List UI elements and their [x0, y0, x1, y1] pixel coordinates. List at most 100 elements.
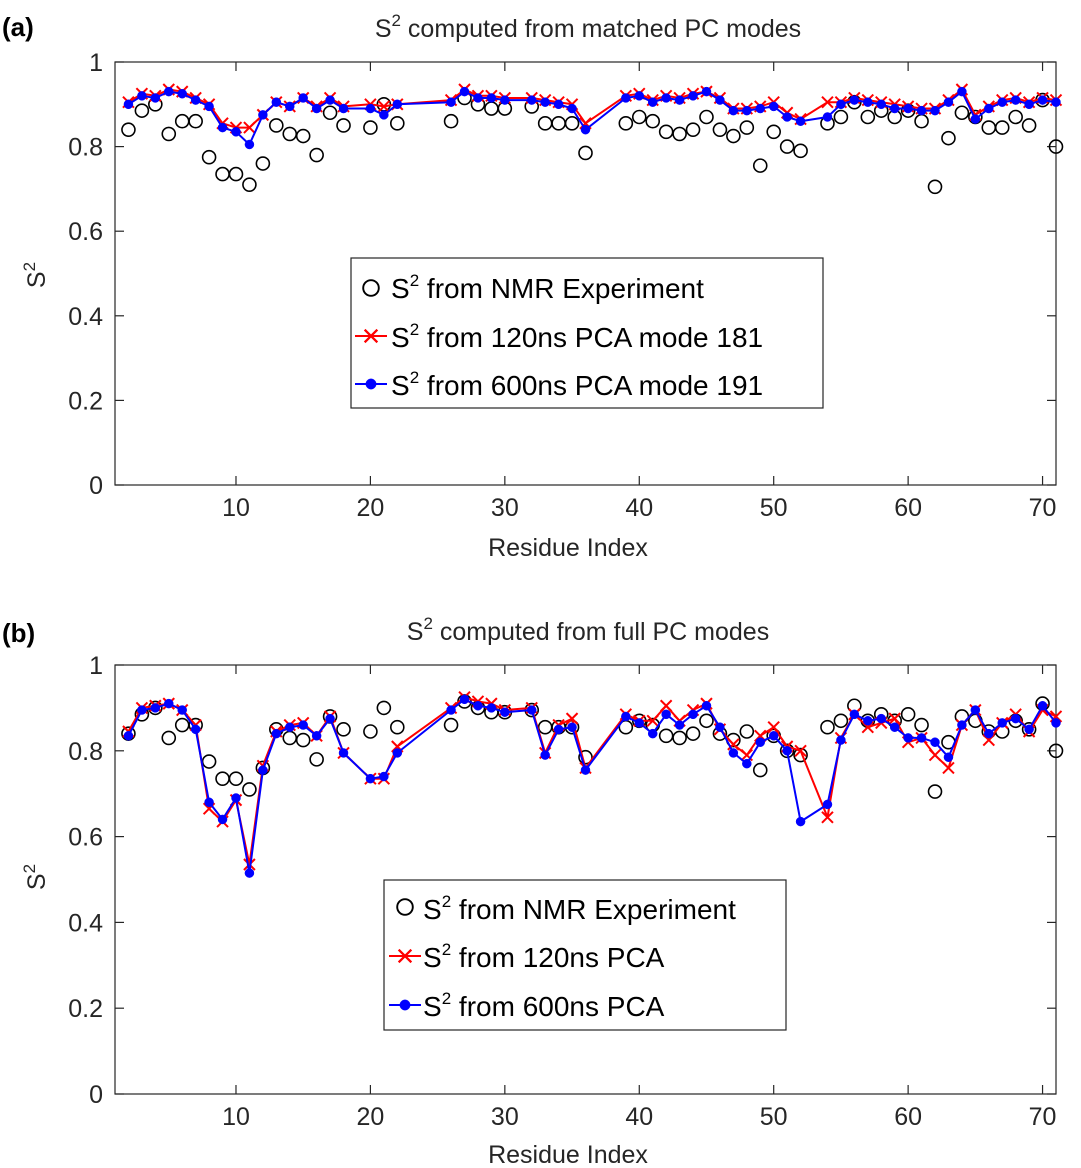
- panel-a-nmr-point: [309, 147, 324, 163]
- panel-b-nmr-point: [148, 700, 163, 716]
- panel-a-600ns-point: [500, 95, 510, 105]
- panel-b-600ns-point: [997, 718, 1007, 728]
- panel-b-nmr-point: [201, 754, 217, 769]
- panel-b-600ns-point: [957, 720, 967, 730]
- panel-b-600ns-point: [903, 733, 913, 743]
- panel-a-nmr-point: [645, 113, 661, 129]
- panel-b-axes-box: [114, 664, 1057, 1095]
- panel-a-nmr-point: [295, 128, 311, 144]
- panel-b-nmr-point: [820, 719, 835, 735]
- panel-a-600ns-point: [984, 103, 994, 114]
- panel-a-120ns-point: [377, 100, 391, 113]
- panel-b-legend-nmr-marker: [396, 898, 414, 916]
- panel-a-nmr-point: [363, 120, 378, 135]
- panel-a-600ns-point: [782, 112, 792, 122]
- panel-b-nmr-point: [779, 743, 795, 759]
- panel-a-600ns-point: [1037, 95, 1048, 105]
- panel-b-nmr-point: [699, 713, 714, 729]
- panel-a-600ns-point: [728, 105, 739, 116]
- panel-b-nmr-point: [309, 752, 324, 767]
- panel-b-600ns-point: [876, 713, 886, 724]
- panel-b-nmr-point: [927, 784, 943, 799]
- panel-b-600ns-point: [486, 703, 497, 713]
- panel-b-legend-600ns-symbol: [399, 999, 411, 1011]
- panel-b-nmr-point: [537, 719, 553, 735]
- panel-b-600ns-point: [580, 765, 591, 775]
- panel-b-series-nmr: [121, 694, 1064, 799]
- panel-a-600ns-point: [903, 103, 913, 114]
- panel-a-nmr-point: [134, 103, 150, 118]
- panel-a-600ns-point: [647, 97, 658, 107]
- panel-a-600ns-point: [150, 93, 161, 103]
- panel-b-120ns-point: [243, 858, 256, 871]
- panel-b-xtick-label: 30: [491, 1103, 519, 1131]
- panel-a-xtick-label: 20: [357, 494, 385, 522]
- panel-b-600ns-point: [742, 758, 752, 769]
- panel-a-legend-120ns-marker: [355, 328, 387, 344]
- panel-b-600ns-point: [822, 799, 833, 810]
- panel-b-nmr-point: [363, 724, 378, 739]
- panel-a-600ns-point: [325, 95, 335, 105]
- panel-b-nmr-point: [174, 717, 190, 733]
- panel-a-xtick-label: 40: [625, 494, 653, 522]
- panel-a-plot-area: 10 20 30 40 50 60 70 0 0.2 0.4 0.6 0.8 1: [68, 49, 1064, 522]
- panel-b-120ns-point: [794, 744, 807, 758]
- panel-b-xtick-label: 60: [894, 1103, 922, 1131]
- panel-a-nmr-point: [255, 156, 271, 171]
- panel-a-legend-nmr-marker: [362, 279, 380, 297]
- panel-a-nmr-point: [954, 105, 970, 121]
- panel-a-nmr-point: [1048, 139, 1064, 154]
- panel-b-nmr-point: [1021, 722, 1037, 737]
- panel-b-nmr-point: [161, 730, 177, 746]
- panel-b-nmr-point: [376, 700, 392, 716]
- panel-b-600ns-point: [392, 748, 403, 758]
- panel-a-600ns-point: [957, 86, 967, 97]
- panel-b-120ns-point: [659, 699, 673, 712]
- panel-a-nmr-point: [658, 124, 674, 140]
- panel-a-nmr-point: [914, 113, 929, 129]
- panel-a-600ns-point: [526, 95, 537, 105]
- panel-b-nmr-point: [389, 719, 405, 735]
- panel-a-nmr-point: [201, 149, 217, 165]
- panel-b-600ns-point: [984, 728, 994, 739]
- panel-a-series-600ns: [123, 86, 1061, 150]
- panel-b-nmr-point: [295, 732, 311, 748]
- panel-a-600ns-point: [1051, 97, 1061, 107]
- panel-a-600ns-point: [795, 116, 806, 126]
- panel-a-600ns-point: [863, 97, 873, 107]
- panel-b-600ns-point: [701, 701, 712, 711]
- panel-b-120ns-point: [928, 748, 942, 762]
- panel-b-legend-600ns-label: S2 from 600ns PCA: [423, 989, 665, 1022]
- panel-a-600ns-point: [459, 86, 470, 97]
- panel-a-nmr-point: [793, 143, 808, 159]
- panel-b-600ns-point: [150, 703, 161, 713]
- panel-b-nmr-point: [672, 730, 687, 746]
- panel-a-nmr-point: [1021, 118, 1037, 133]
- panel-b-600ns-point: [849, 709, 860, 720]
- panel-a-600ns-point: [849, 95, 860, 105]
- panel-b-600ns-point: [647, 728, 658, 739]
- panel-b-xtick-label: 10: [222, 1103, 250, 1131]
- panel-b-600ns-point: [621, 711, 631, 722]
- panel-a-nmr-point: [739, 120, 755, 135]
- panel-a-600ns-point: [164, 86, 174, 97]
- panel-a-600ns-point: [836, 99, 846, 110]
- panel-b-600ns-point: [285, 722, 295, 732]
- panel-a-600ns-point: [204, 101, 214, 112]
- panel-a-600ns-point: [446, 97, 456, 107]
- panel-b-600ns-point: [661, 709, 671, 720]
- panel-b-label: (b): [2, 618, 35, 648]
- panel-b-600ns-point: [217, 814, 228, 825]
- panel-a-600ns-point: [338, 103, 349, 114]
- panel-a-nmr-point: [228, 166, 244, 182]
- panel-b-nmr-point: [578, 749, 593, 765]
- panel-b-nmr-point: [282, 730, 298, 746]
- panel-b-ytick-label: 0: [89, 1081, 103, 1109]
- panel-a-600ns-point: [876, 99, 886, 110]
- panel-b-legend-120ns-label: S2 from 120ns PCA: [423, 940, 665, 973]
- panel-b-legend-nmr-label: S2 from NMR Experiment: [423, 892, 736, 925]
- panel-b-600ns-point: [1051, 718, 1061, 728]
- panel-b-600ns-point: [258, 765, 268, 775]
- panel-a-600ns-point: [177, 88, 187, 99]
